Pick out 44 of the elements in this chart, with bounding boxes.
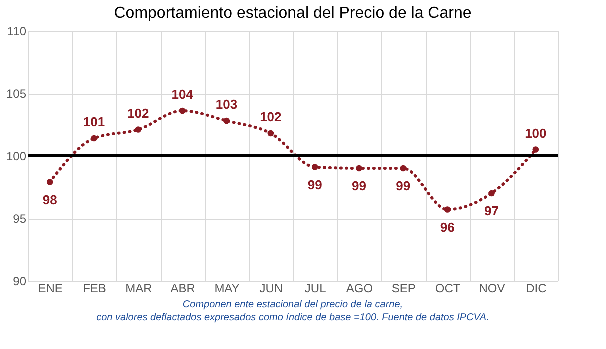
data-label: 101 [83,114,106,130]
point [135,126,142,133]
x-tick-label: OCT [435,282,462,296]
text: Componen ente estacional del precio de la carne, [182,300,404,310]
data-label: 99 [396,178,411,194]
data-label: 98 [42,192,58,208]
x-tick-label: ABR [170,282,196,296]
point [532,146,540,153]
data-label: 103 [216,97,238,112]
x-tick-label: SEP [392,282,416,296]
y-tick-label: 90 [13,274,27,288]
y-tick-label: 110 [7,24,27,38]
point [356,165,362,172]
point [179,108,186,114]
point [46,179,54,186]
x-tick-label: MAY [214,282,240,296]
data-label: 100 [525,126,547,141]
point [91,135,98,142]
x-tick-label: FEB [83,282,106,296]
point [444,206,451,213]
data-label: 96 [440,220,455,235]
x-tick-label: DIC [526,282,548,296]
data-label: 102 [260,110,282,124]
data-label: 99 [308,177,322,192]
x-tick-label: MAR [126,282,153,296]
data-label: 102 [128,106,150,121]
y-tick-label: 105 [6,87,27,101]
x-tick-label: NOV [479,282,506,296]
data-label: 104 [172,87,194,102]
data-label: 99 [352,178,366,194]
text: con valores deflactados expresados como índice de base =100. Fuente de datos IPCVA. [96,312,490,324]
point [312,164,318,170]
y-tick-label: 95 [13,212,27,226]
point [224,118,230,124]
x-tick-label: ENE [38,282,63,296]
data-label: 97 [484,204,499,218]
x-tick-label: JUL [304,282,327,296]
chart-title: Comportamiento estacional del Precio de la Carne [114,5,472,22]
point [268,130,274,137]
y-tick-label: 100 [6,150,27,164]
point [488,190,495,197]
point [400,165,407,172]
x-tick-label: AGO [346,282,374,296]
x-tick-label: JUN [260,282,284,296]
